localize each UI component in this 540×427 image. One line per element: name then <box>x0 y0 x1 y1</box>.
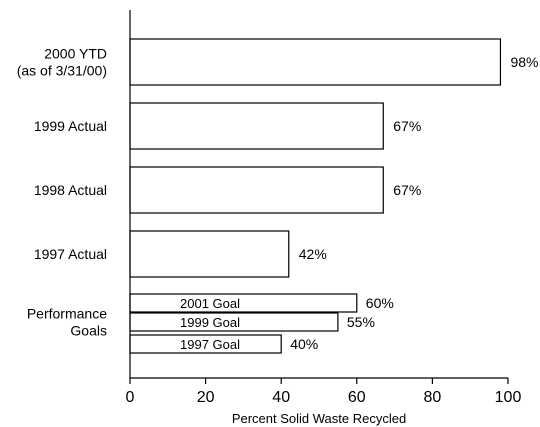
category-label: 1999 Actual <box>34 118 107 134</box>
goal-value-label: 60% <box>366 295 394 311</box>
x-axis-title: Percent Solid Waste Recycled <box>232 411 406 426</box>
bar-value-label: 42% <box>299 246 327 262</box>
bar-value-label: 98% <box>510 54 538 70</box>
goal-value-label: 55% <box>347 314 375 330</box>
category-label: 1998 Actual <box>34 182 107 198</box>
goal-bar-name: 2001 Goal <box>180 296 240 311</box>
x-ticks: 0 20 40 60 80 100 <box>126 378 522 406</box>
bar-value-label: 67% <box>393 118 421 134</box>
bar <box>129 230 290 278</box>
x-tick-label: 0 <box>126 389 135 406</box>
x-tick-label: 20 <box>197 389 215 406</box>
category-labels: 2000 YTD(as of 3/31/00) 1999 Actual 1998 A… <box>17 46 107 339</box>
category-label: (as of 3/31/00) <box>17 63 107 79</box>
bar-value-label: 67% <box>393 182 421 198</box>
bar <box>129 166 384 214</box>
x-tick-label: 40 <box>272 389 290 406</box>
category-label: Goals <box>70 323 107 339</box>
bar <box>129 38 502 86</box>
goal-bar-name: 1999 Goal <box>180 315 240 330</box>
bars-layer: 98% 67% 67% 42% 2001 Goal 60% 1999 Goal 55% 1997… <box>129 38 538 354</box>
goal-bar-name: 1997 Goal <box>180 337 240 352</box>
bar <box>129 102 384 150</box>
x-tick-label: 60 <box>348 389 366 406</box>
category-label: 2000 YTD <box>44 46 107 62</box>
category-label: Performance <box>27 306 107 322</box>
goal-bar <box>129 293 358 313</box>
x-tick-label: 100 <box>495 389 522 406</box>
goal-value-label: 40% <box>290 336 318 352</box>
category-label: 1997 Actual <box>34 246 107 262</box>
x-tick-label: 80 <box>424 389 442 406</box>
